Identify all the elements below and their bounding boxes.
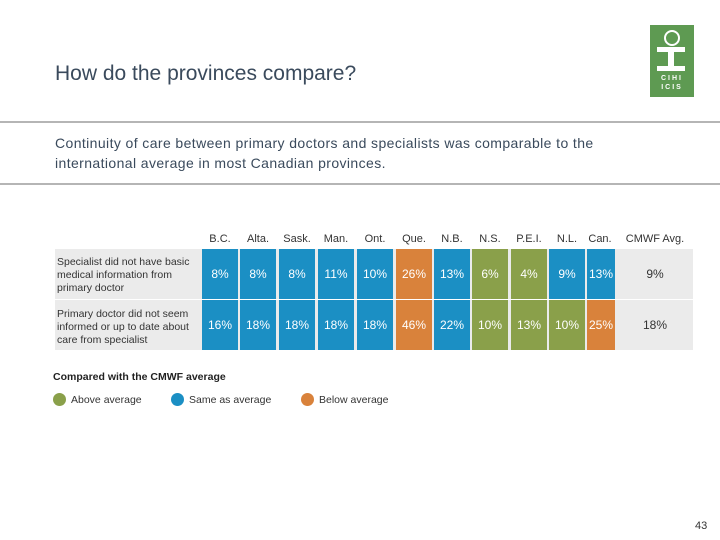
column-header: B.C. bbox=[209, 233, 231, 245]
table-cell: 10% bbox=[472, 300, 508, 350]
row-label: Primary doctor did not seem informed or … bbox=[57, 308, 189, 346]
column-header: N.L. bbox=[556, 233, 578, 245]
legend-label: Above average bbox=[71, 393, 142, 406]
table-cell: 18% bbox=[240, 300, 276, 350]
row-label: Specialist did not have basic medical in… bbox=[57, 256, 190, 294]
column-header: N.B. bbox=[441, 233, 463, 245]
column-header: N.S. bbox=[479, 233, 501, 245]
logo-text-line1: CIHI bbox=[661, 75, 683, 82]
column-header: P.E.I. bbox=[516, 233, 542, 245]
legend-label: Below average bbox=[319, 393, 389, 406]
table-cell: 6% bbox=[472, 249, 508, 299]
table-cell: 18% bbox=[617, 300, 693, 350]
subtitle-divider bbox=[0, 183, 720, 185]
table-cell: 9% bbox=[617, 249, 693, 299]
column-header: Man. bbox=[323, 233, 349, 245]
table-cell: 9% bbox=[549, 249, 585, 299]
table-cell: 13% bbox=[587, 249, 615, 299]
column-header: Que. bbox=[402, 233, 426, 245]
top-divider bbox=[0, 121, 720, 123]
page-number: 43 bbox=[695, 520, 708, 532]
column-header: Sask. bbox=[283, 233, 311, 245]
legend-swatch-icon bbox=[171, 393, 184, 406]
table-cell: 10% bbox=[357, 249, 393, 299]
legend-swatch-icon bbox=[301, 393, 314, 406]
table-cell: 16% bbox=[202, 300, 238, 350]
legend-label: Same as average bbox=[189, 393, 272, 406]
table-cell: 4% bbox=[511, 249, 547, 299]
legend-title: Compared with the CMWF average bbox=[53, 371, 226, 383]
table-cell: 11% bbox=[318, 249, 354, 299]
legend-item: Above average bbox=[53, 393, 142, 406]
column-header: Ont. bbox=[364, 233, 386, 245]
legend-item: Same as average bbox=[171, 393, 271, 406]
logo-text-line2: ICIS bbox=[661, 84, 683, 91]
table-cell: 13% bbox=[511, 300, 547, 350]
column-header: Alta. bbox=[246, 233, 269, 245]
cihi-logo: CIHI ICIS bbox=[650, 25, 694, 97]
column-header: Can. bbox=[588, 233, 612, 245]
table-cell: 10% bbox=[549, 300, 585, 350]
table-cell: 8% bbox=[202, 249, 238, 299]
logo-ring-icon bbox=[664, 30, 680, 46]
column-header: CMWF Avg. bbox=[625, 233, 685, 245]
legend-item: Below average bbox=[301, 393, 388, 406]
table-cell: 22% bbox=[434, 300, 470, 350]
table-cell: 18% bbox=[318, 300, 354, 350]
table-cell: 26% bbox=[396, 249, 432, 299]
table-cell: 46% bbox=[396, 300, 432, 350]
table-cell: 18% bbox=[279, 300, 315, 350]
table-cell: 25% bbox=[587, 300, 615, 350]
subtitle: Continuity of care between primary docto… bbox=[55, 135, 594, 171]
table-cell: 8% bbox=[279, 249, 315, 299]
table-cell: 8% bbox=[240, 249, 276, 299]
table-cell: 13% bbox=[434, 249, 470, 299]
table-cell: 18% bbox=[357, 300, 393, 350]
legend-swatch-icon bbox=[53, 393, 66, 406]
page-title: How do the provinces compare? bbox=[55, 62, 357, 85]
